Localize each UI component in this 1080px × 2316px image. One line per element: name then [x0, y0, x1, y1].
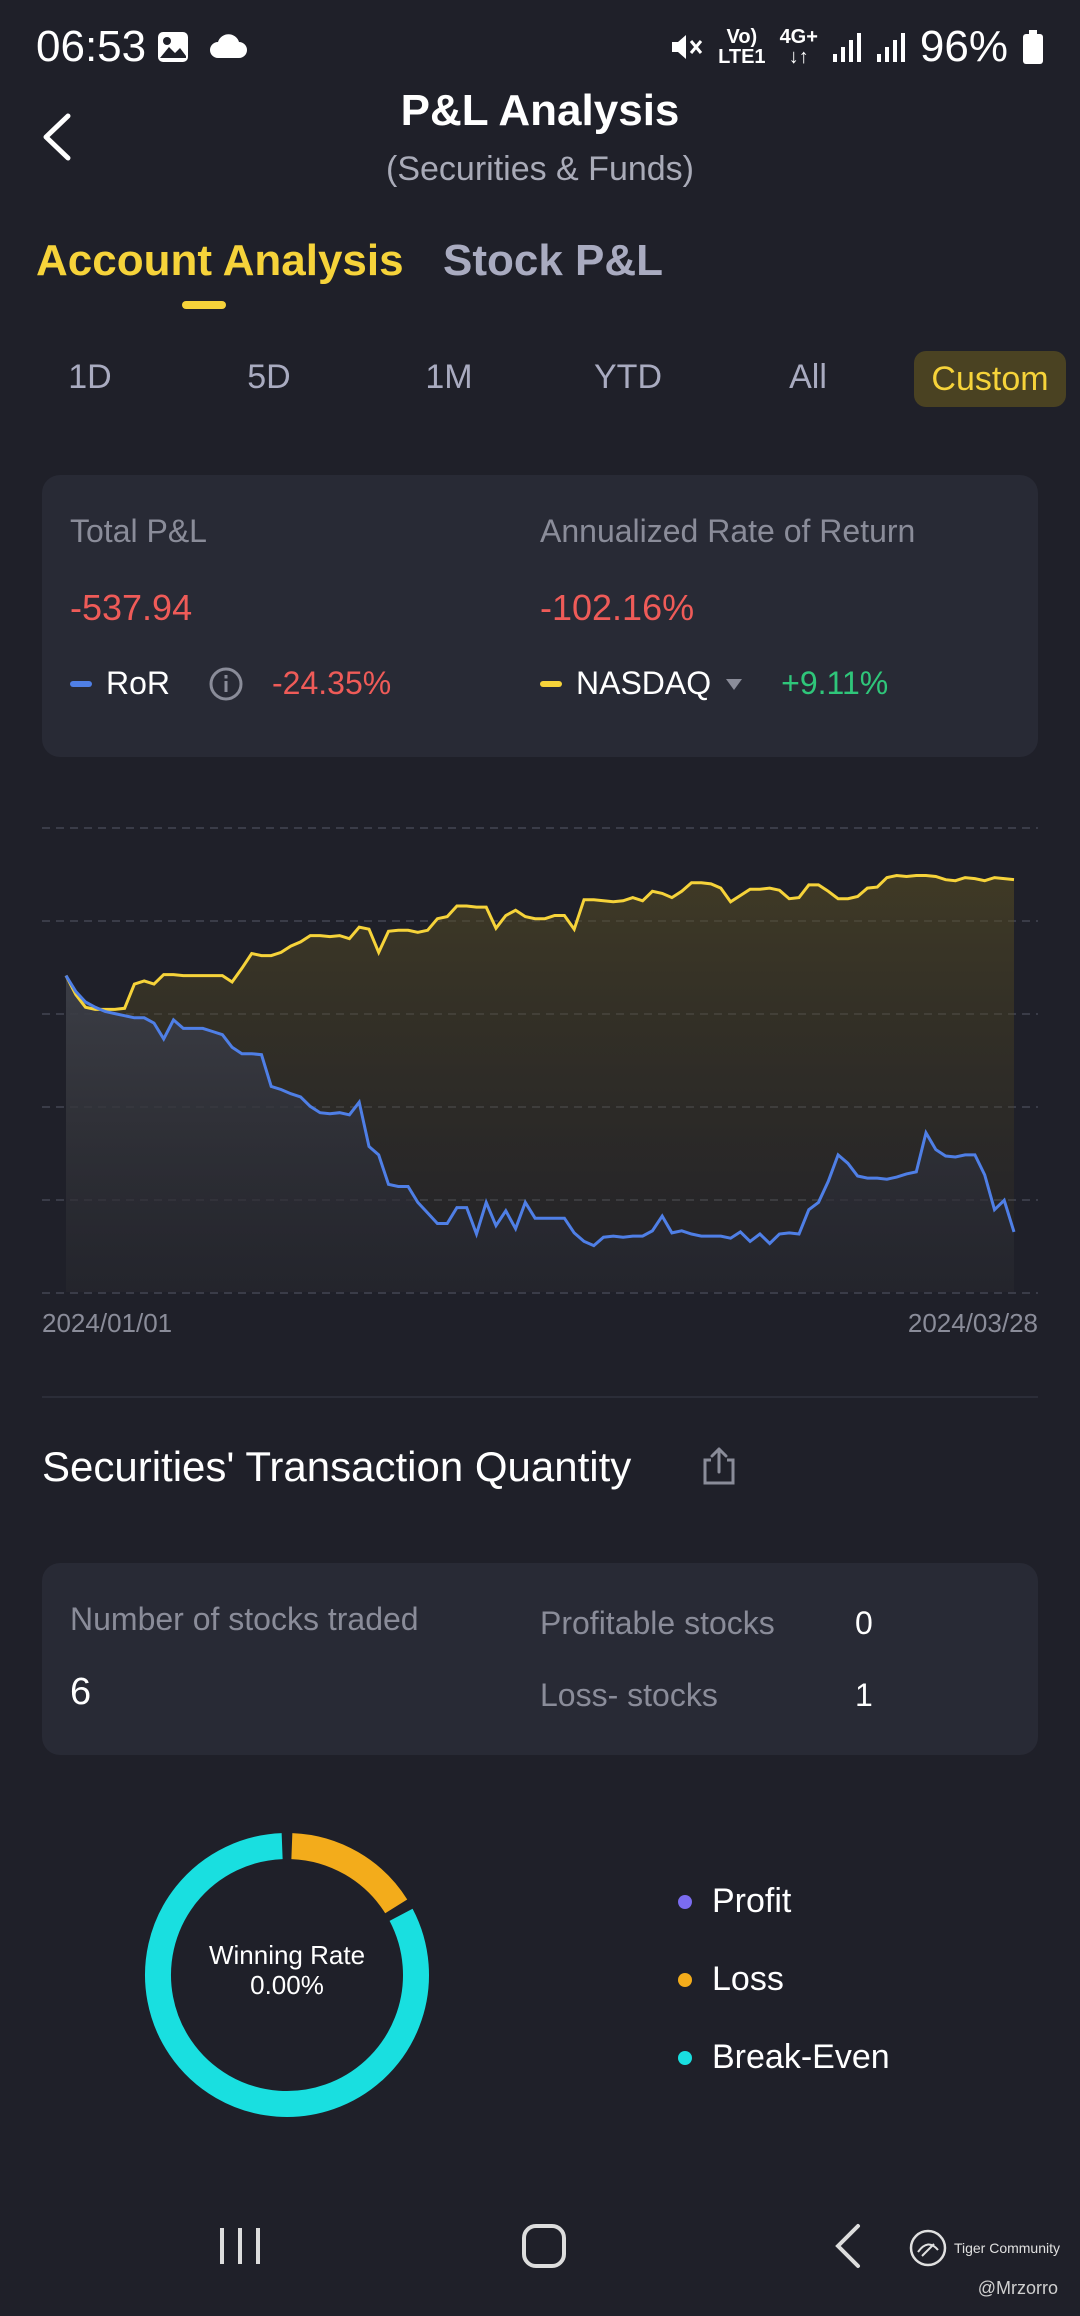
period-1m[interactable]: 1M [425, 358, 473, 396]
ror-value: -24.35% [272, 665, 392, 701]
chart-start-date: 2024/01/01 [42, 1308, 173, 1338]
cloud-icon [210, 34, 247, 58]
network-top: Vo) [726, 26, 758, 48]
data-badge: 4G+ ↓↑ [780, 27, 818, 67]
mute-icon [672, 35, 703, 59]
tab-underline [182, 301, 226, 309]
winning-rate-label: Winning Rate [208, 1940, 366, 1970]
signal-r-icon [876, 33, 905, 62]
watermark: Tiger Community [908, 2228, 1060, 2268]
ror-label: RoR [106, 665, 171, 701]
status-left-icons [156, 30, 248, 64]
nasdaq-series-line [64, 873, 1015, 1011]
legend-break-even-label: Break-Even [712, 2038, 890, 2076]
annualized-label: Annualized Rate of Return [540, 513, 916, 549]
status-time: 06:53 [36, 22, 147, 71]
period-1d[interactable]: 1D [68, 358, 112, 396]
profitable-value: 0 [855, 1605, 873, 1641]
pl-line-chart [42, 827, 1038, 1294]
data-arrows: ↓↑ [788, 46, 809, 68]
legend-profit: Profit [678, 1882, 791, 1921]
stocks-traded-label: Number of stocks traded [70, 1601, 419, 1637]
nav-back-icon[interactable] [830, 2222, 866, 2270]
profitable-label: Profitable stocks [540, 1605, 775, 1641]
ror-area [66, 975, 1014, 1292]
signal-icon [832, 33, 861, 62]
period-all[interactable]: All [789, 358, 827, 396]
network-bottom: LTE1 [718, 46, 766, 68]
data-top: 4G+ [779, 26, 818, 48]
legend-loss-label: Loss [712, 1960, 784, 1998]
back-arrow-icon[interactable] [38, 112, 78, 162]
winning-rate-donut [145, 1833, 429, 2117]
watermark-brand: Tiger Community [953, 2240, 1060, 2256]
legend-loss-dot [678, 1972, 692, 1987]
status-right: Vo) LTE1 4G+ ↓↑ 96% [668, 22, 1044, 72]
annualized-value: -102.16% [540, 587, 695, 628]
battery-percent: 96% [919, 22, 1008, 71]
total-pl-label: Total P&L [70, 513, 207, 549]
page-subtitle: (Securities & Funds) [386, 150, 694, 188]
benchmark-label[interactable]: NASDAQ [576, 665, 712, 701]
tiger-logo-icon [909, 2229, 947, 2267]
info-icon[interactable] [208, 666, 244, 702]
tab-account-analysis[interactable]: Account Analysis [36, 236, 404, 285]
dropdown-triangle-icon[interactable] [725, 677, 743, 691]
chart-end-date: 2024/03/28 [907, 1308, 1038, 1338]
stocks-traded-value: 6 [70, 1671, 92, 1713]
image-icon [158, 32, 188, 62]
nasdaq-legend-dash [540, 680, 562, 687]
page-title: P&L Analysis [400, 86, 680, 135]
winning-rate-value: 0.00% [250, 1970, 324, 2000]
legend-break-even: Break-Even [678, 2038, 890, 2077]
transactions-section-title: Securities' Transaction Quantity [42, 1443, 632, 1490]
recent-apps-icon[interactable] [216, 2222, 266, 2270]
watermark-handle: @Mrzorro [977, 2278, 1058, 2298]
ror-row: RoR -24.35% [70, 665, 391, 702]
ror-series-line [64, 974, 1016, 1248]
total-pl-value: -537.94 [70, 587, 193, 628]
period-5d[interactable]: 5D [247, 358, 291, 396]
benchmark-value: +9.11% [781, 665, 889, 701]
section-divider [42, 1396, 1038, 1398]
summary-card: Total P&L -537.94 Annualized Rate of Ret… [42, 475, 1038, 757]
ror-legend-dash [70, 680, 92, 687]
legend-break-even-dot [678, 2050, 692, 2065]
share-icon[interactable] [700, 1446, 738, 1486]
transactions-card: Number of stocks traded 6 Profitable sto… [42, 1563, 1038, 1755]
benchmark-row[interactable]: NASDAQ +9.11% [540, 665, 888, 702]
period-ytd[interactable]: YTD [594, 358, 662, 396]
period-custom[interactable]: Custom [914, 351, 1066, 407]
legend-profit-label: Profit [712, 1882, 792, 1920]
network-badge: Vo) LTE1 [718, 27, 765, 67]
donut-segment-loss [291, 1833, 408, 1914]
legend-loss: Loss [678, 1960, 784, 1999]
battery-icon [1023, 30, 1043, 64]
loss-label: Loss- stocks [540, 1677, 718, 1713]
legend-profit-dot [678, 1894, 692, 1909]
loss-value: 1 [855, 1677, 873, 1713]
donut-center: Winning Rate 0.00% [142, 1940, 432, 2000]
tab-stock-pl[interactable]: Stock P&L [443, 236, 664, 285]
home-icon[interactable] [520, 2222, 568, 2270]
donut-segment-break-even [145, 1833, 429, 2117]
